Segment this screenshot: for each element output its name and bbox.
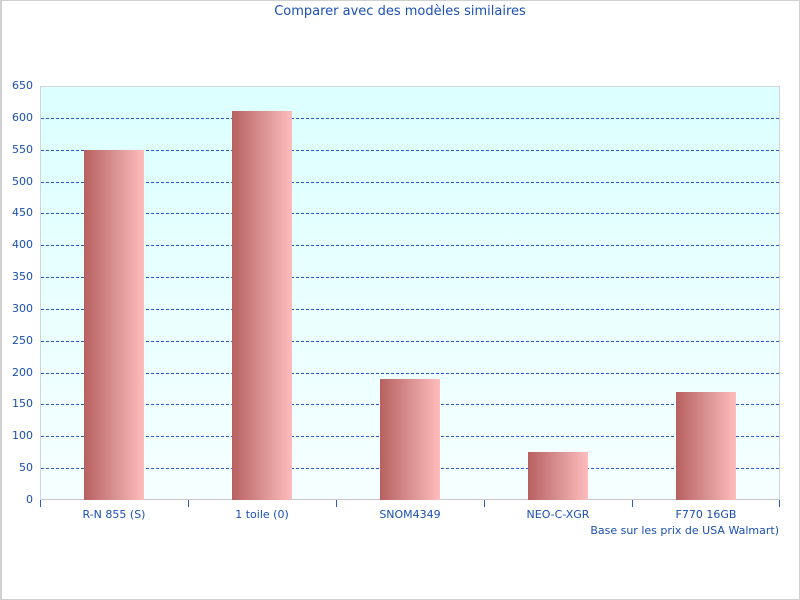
source-note: Base sur les prix de USA Walmart) xyxy=(590,524,779,537)
x-tick-label: F770 16GB xyxy=(675,508,737,521)
y-tick-label: 0 xyxy=(26,493,33,506)
grid-line xyxy=(41,213,779,215)
y-tick-label: 50 xyxy=(19,461,33,475)
x-tick-label: SNOM4349 xyxy=(379,508,441,521)
y-tick-label: 250 xyxy=(12,333,33,347)
grid-line xyxy=(41,181,779,183)
x-tick-mark xyxy=(484,500,485,507)
x-tick-label: 1 toile (0) xyxy=(235,508,289,521)
grid-line xyxy=(41,149,779,151)
x-tick-mark xyxy=(336,500,337,507)
bar xyxy=(232,111,292,500)
grid-line xyxy=(41,245,779,247)
x-tick-mark xyxy=(40,500,41,507)
x-tick-mark xyxy=(188,500,189,507)
y-tick-label: 400 xyxy=(12,238,33,252)
bar xyxy=(84,149,144,500)
grid-line xyxy=(41,372,779,374)
y-tick-label: 300 xyxy=(12,301,33,315)
y-tick-label: 550 xyxy=(12,142,33,156)
grid-line xyxy=(41,117,779,119)
grid-line xyxy=(41,277,779,279)
y-tick-label: 600 xyxy=(12,110,33,124)
x-tick-mark xyxy=(779,500,780,507)
x-tick-mark xyxy=(632,500,633,507)
y-tick-label: 150 xyxy=(12,397,33,411)
y-tick-label: 500 xyxy=(12,174,33,188)
y-tick-label: 650 xyxy=(12,79,33,92)
x-tick-label: NEO-C-XGR xyxy=(526,508,590,521)
y-tick-label: 100 xyxy=(12,429,33,443)
bar xyxy=(676,391,736,500)
x-tick-label: R-N 855 (S) xyxy=(82,508,146,521)
bar xyxy=(528,452,588,500)
chart-title: Comparer avec des modèles similaires xyxy=(274,4,526,19)
grid-line xyxy=(41,308,779,310)
bar xyxy=(380,378,440,500)
y-tick-label: 200 xyxy=(12,365,33,379)
y-tick-label: 350 xyxy=(12,270,33,284)
y-tick-label: 450 xyxy=(12,206,33,220)
grid-line xyxy=(41,340,779,342)
